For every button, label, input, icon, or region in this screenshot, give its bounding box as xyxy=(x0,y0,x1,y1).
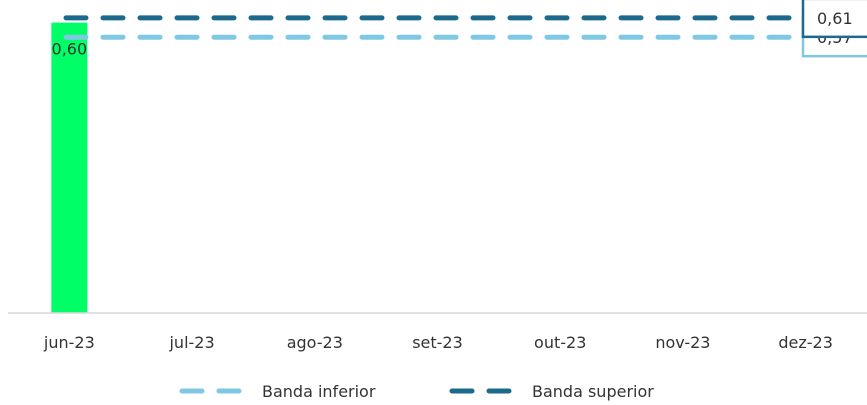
x-tick-label-jul-23: jul-23 xyxy=(168,333,214,352)
bars-layer xyxy=(51,22,88,313)
x-tick-labels: jun-23 jul-23 ago-23 set-23 out-23 nov-23 dez-… xyxy=(43,333,833,352)
reference-label-box-banda-superior xyxy=(801,0,867,39)
data-label-jun-23: 0,60 xyxy=(52,40,88,59)
x-tick-label-ago-23: ago-23 xyxy=(287,333,343,352)
legend: Banda inferior Banda superior xyxy=(179,382,654,401)
x-tick-label-nov-23: nov-23 xyxy=(655,333,710,352)
x-tick-label-dez-23: dez-23 xyxy=(778,333,833,352)
x-tick-label-out-23: out-23 xyxy=(534,333,586,352)
x-tick-label-jun-23: jun-23 xyxy=(43,333,95,352)
bar-jun-23 xyxy=(51,22,88,313)
reference-label-banda-superior: 0,61 xyxy=(817,9,853,28)
data-labels-layer: 0,60 xyxy=(52,40,88,59)
legend-label-banda-inferior: Banda inferior xyxy=(262,382,376,401)
reference-lines-layer: 0,570,61 xyxy=(63,0,867,58)
x-tick-label-set-23: set-23 xyxy=(412,333,463,352)
legend-label-banda-superior: Banda superior xyxy=(532,382,654,401)
